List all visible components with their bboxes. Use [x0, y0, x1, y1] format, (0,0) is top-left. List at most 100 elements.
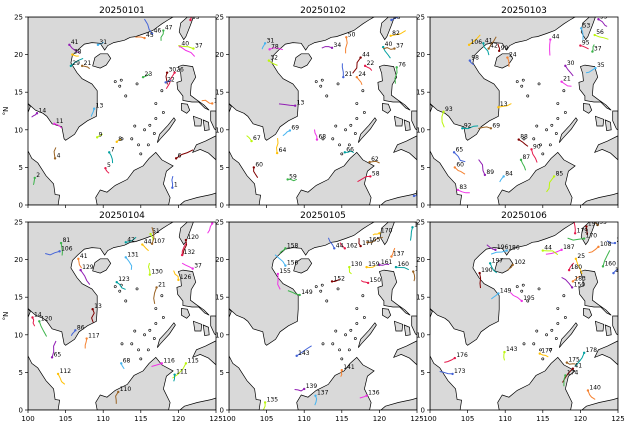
drifter-point: [345, 36, 348, 39]
reef-outline: [113, 80, 117, 84]
drifter-point: [517, 138, 520, 141]
reef-outline: [362, 316, 366, 319]
drifter-track: [314, 395, 318, 406]
drifter-point: [497, 106, 500, 109]
reef-outline: [532, 137, 536, 141]
drifter-point: [79, 268, 82, 272]
drifter-label: 160: [397, 261, 409, 268]
reef-outline: [130, 342, 134, 346]
drifter-label: 156: [287, 260, 299, 267]
land-mass: [430, 307, 433, 335]
drifter-track: [31, 112, 38, 118]
reef-outline: [520, 84, 524, 88]
reef-outline: [355, 102, 359, 105]
reef-outline: [325, 94, 329, 98]
drifter-label: 31: [99, 39, 107, 46]
drifter-point: [453, 166, 457, 169]
drifter-track: [413, 194, 417, 197]
drifter-track: [181, 262, 193, 270]
reef-outline: [537, 287, 541, 291]
drifter-point: [451, 372, 454, 376]
drifter-track: [509, 291, 523, 302]
x-tick-label: 125: [209, 415, 222, 423]
land-mass: [156, 322, 176, 348]
reef-outline: [340, 152, 344, 156]
reef-outline: [344, 128, 347, 132]
drifter-point: [585, 225, 588, 228]
land-mass: [229, 355, 261, 410]
reef-outline: [319, 289, 323, 293]
panel-title: 20250103: [501, 6, 547, 16]
land-mass: [202, 119, 210, 132]
drifter-label: 37: [194, 263, 202, 270]
reef-outline: [535, 124, 539, 128]
land-mass: [393, 115, 404, 127]
land-mass: [430, 150, 462, 205]
drifter-point: [330, 280, 334, 283]
reef-outline: [562, 294, 566, 298]
drifter-label: 141: [343, 364, 355, 371]
drifter-point: [333, 247, 336, 250]
drifter-label: 65: [54, 351, 62, 358]
drifter-point: [164, 81, 167, 84]
land-mass: [392, 340, 417, 366]
drifter-point: [378, 232, 381, 235]
reef-outline: [314, 80, 318, 84]
drifter-track: [563, 375, 566, 387]
reef-outline: [556, 102, 560, 105]
reef-outline: [554, 132, 558, 135]
land-mass: [181, 308, 191, 319]
reef-outline: [539, 348, 542, 352]
drifter-point: [276, 272, 280, 276]
x-tick-label: 120: [373, 415, 386, 423]
drifter-label: 197: [492, 257, 504, 264]
drifter-label: 38: [74, 49, 82, 56]
drifter-track: [564, 65, 574, 77]
y-tick-label: 15: [14, 294, 23, 302]
drifter-label: 130: [151, 269, 163, 276]
drifter-label: 44: [336, 242, 344, 249]
land-mass: [176, 269, 210, 316]
drifter-label: 13: [94, 303, 102, 310]
y-tick-label: 10: [416, 331, 425, 339]
drifter-point: [340, 368, 343, 372]
drifter-point: [250, 139, 253, 143]
drifter-track: [77, 258, 83, 269]
y-tick-label: 15: [416, 294, 425, 302]
drifter-track: [80, 269, 91, 285]
drifter-point: [275, 151, 279, 155]
land-mass: [229, 150, 261, 205]
y-tick-label: 20: [215, 51, 224, 59]
drifter-point: [189, 18, 192, 22]
drifter-label: 67: [253, 135, 261, 142]
drifter-label: 4: [57, 152, 61, 159]
reef-outline: [139, 152, 143, 156]
drifter-point: [343, 247, 347, 250]
drifter-label: 155: [279, 268, 291, 275]
drifter-point: [368, 160, 371, 164]
drifter-track: [572, 275, 581, 282]
y-tick-label: 10: [215, 126, 224, 134]
land-mass: [191, 340, 216, 366]
land-mass: [179, 192, 216, 205]
reef-outline: [120, 342, 124, 346]
drifter-label: 19: [214, 97, 222, 104]
drifter-label: 137: [317, 390, 329, 397]
drifter-label: 115: [187, 357, 199, 364]
reef-outline: [545, 128, 548, 132]
land-mass: [380, 397, 417, 410]
y-tick-label: 20: [14, 256, 23, 264]
drifter-label: 179: [577, 227, 589, 234]
drifter-track: [282, 130, 291, 137]
drifter-track: [339, 242, 346, 249]
drifter-point: [77, 257, 80, 261]
drifter-label: 24: [358, 71, 366, 78]
drifter-label: 135: [267, 396, 279, 403]
drifter-track: [379, 263, 390, 266]
drifter-label: 86: [77, 324, 85, 331]
reef-outline: [532, 342, 536, 346]
land-mass: [379, 222, 395, 246]
drifter-point: [35, 112, 39, 115]
drifter-label: 176: [456, 352, 468, 359]
